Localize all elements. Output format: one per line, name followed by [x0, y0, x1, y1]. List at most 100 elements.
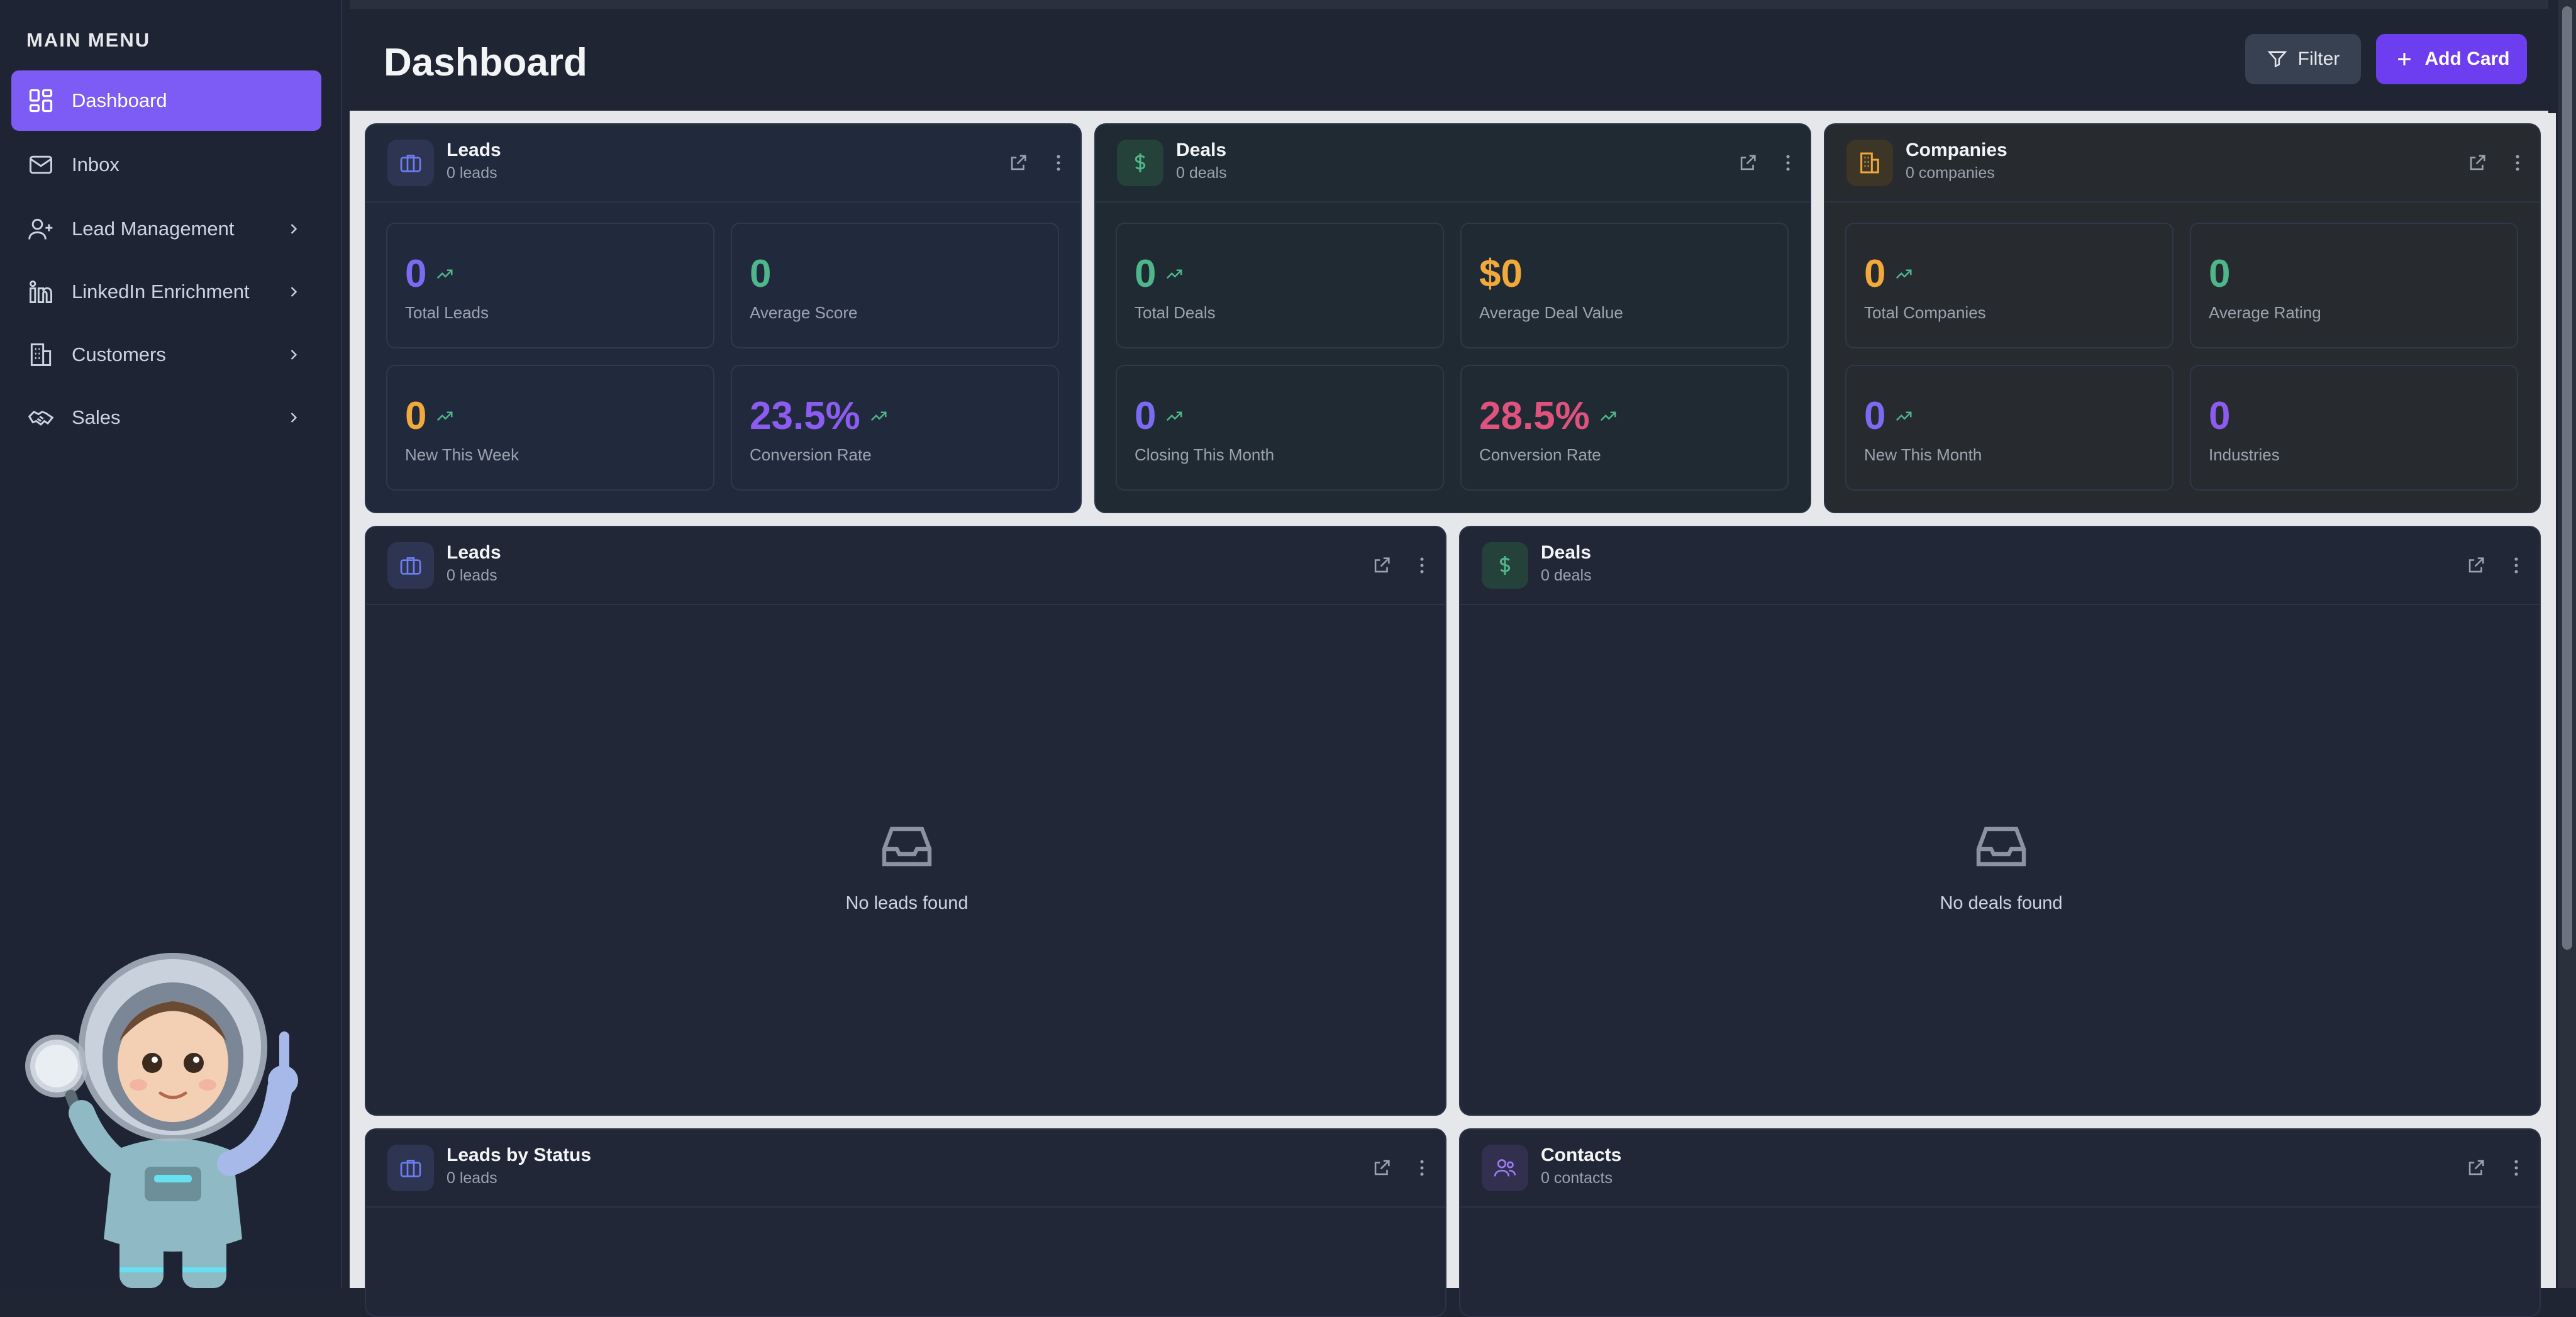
stat-value: 0 — [1864, 252, 1886, 296]
page-header: Dashboard Filter Add Card — [350, 0, 2548, 113]
chevron-right-icon — [291, 413, 297, 423]
card-subtitle: 0 leads — [447, 1169, 497, 1187]
stat-value: $0 — [1479, 252, 1523, 296]
sidebar-item-lead-management[interactable]: Lead Management — [11, 199, 321, 259]
card-subtitle: 0 leads — [447, 567, 497, 584]
filter-icon — [2267, 51, 2287, 68]
sidebar-item-label: Lead Management — [72, 218, 235, 240]
more-vertical-icon[interactable] — [1411, 1157, 1433, 1179]
more-vertical-icon[interactable] — [1048, 152, 1069, 174]
stat-label: Conversion Rate — [1479, 445, 1601, 464]
stat-average-deal-value: $0 Average Deal Value — [1460, 223, 1789, 348]
stat-label: Average Rating — [2209, 303, 2321, 322]
chevron-right-icon — [291, 287, 297, 297]
dollar-icon — [1117, 140, 1163, 186]
external-link-icon[interactable] — [2467, 152, 2488, 174]
trending-up-icon — [1167, 269, 1182, 279]
deals-stats-card: Deals 0 deals 0 Total Deals $0 Average D… — [1094, 123, 1811, 513]
card-subtitle: 0 companies — [1906, 164, 1995, 182]
more-vertical-icon[interactable] — [2507, 152, 2528, 174]
card-header: Deals 0 deals — [1460, 527, 2540, 605]
stat-value: 0 — [750, 252, 772, 296]
card-title: Deals — [1541, 542, 1592, 563]
card-title: Leads by Status — [447, 1145, 592, 1165]
trending-up-icon — [1600, 411, 1616, 421]
card-subtitle: 0 contacts — [1541, 1169, 1613, 1187]
card-header: Deals 0 deals — [1096, 125, 1810, 203]
sidebar-item-inbox[interactable]: Inbox — [11, 135, 321, 195]
briefcase-icon — [387, 140, 434, 186]
companies-stats-card: Companies 0 companies 0 Total Companies … — [1824, 123, 2541, 513]
empty-state-text: No leads found — [845, 893, 969, 913]
stat-closing-this-month: 0 Closing This Month — [1116, 365, 1444, 491]
sidebar-item-dashboard[interactable]: Dashboard — [11, 70, 321, 131]
main-menu-title: MAIN MENU — [26, 29, 151, 51]
more-vertical-icon[interactable] — [1411, 555, 1433, 576]
card-subtitle: 0 deals — [1176, 164, 1227, 182]
trending-up-icon — [870, 411, 887, 421]
leads-list-card: Leads 0 leads No leads found — [365, 526, 1446, 1116]
deals-list-card: Deals 0 deals No deals found — [1459, 526, 2541, 1116]
users-icon — [1482, 1145, 1528, 1191]
card-header: Leads 0 leads — [366, 125, 1080, 203]
dashboard-grid: Leads 0 leads 0 Total Leads 0 Average Sc… — [350, 113, 2556, 1317]
leads-by-status-card: Leads by Status 0 leads — [365, 1128, 1446, 1317]
mail-icon — [26, 150, 55, 179]
building-icon — [1846, 140, 1893, 186]
briefcase-icon — [387, 1145, 434, 1191]
sidebar-item-label: Inbox — [72, 153, 119, 175]
filter-button[interactable]: Filter — [2245, 34, 2361, 84]
external-link-icon[interactable] — [1371, 1157, 1392, 1179]
trending-up-icon — [1896, 269, 1912, 279]
stat-total-deals: 0 Total Deals — [1116, 223, 1444, 348]
contacts-card: Contacts 0 contacts — [1459, 1128, 2541, 1317]
add-card-button[interactable]: Add Card — [2376, 34, 2527, 84]
astronaut-mascot-illustration — [25, 953, 298, 1288]
card-title: Leads — [447, 542, 501, 563]
sidebar-item-label: Sales — [72, 406, 121, 428]
sidebar-item-customers[interactable]: Customers — [11, 325, 321, 385]
stat-value: 0 — [1864, 394, 1886, 438]
trending-up-icon — [437, 411, 453, 421]
chevron-right-icon — [291, 224, 297, 234]
plus-icon — [2397, 53, 2411, 65]
stat-new-this-month: 0 New This Month — [1845, 365, 2174, 491]
card-subtitle: 0 deals — [1541, 567, 1592, 584]
empty-state-text: No deals found — [1940, 893, 2063, 913]
stat-label: New This Month — [1864, 445, 1982, 464]
stat-total-companies: 0 Total Companies — [1845, 223, 2174, 348]
sidebar-item-linkedin-enrichment[interactable]: LinkedIn Enrichment — [11, 262, 321, 322]
stat-value: 23.5% — [750, 394, 860, 438]
stat-conversion-rate: 23.5% Conversion Rate — [731, 365, 1059, 491]
more-vertical-icon[interactable] — [2506, 1157, 2527, 1179]
stat-label: Total Leads — [405, 303, 489, 322]
stat-value: 0 — [405, 394, 427, 438]
sidebar: MAIN MENU Dashboard Inbox Lead Managemen… — [0, 0, 342, 1288]
card-title: Leads — [447, 140, 501, 160]
external-link-icon[interactable] — [1371, 555, 1392, 576]
chevron-right-icon — [291, 350, 297, 360]
stat-value: 0 — [2209, 252, 2231, 296]
external-link-icon[interactable] — [2465, 1157, 2487, 1179]
stat-value: 0 — [1135, 394, 1157, 438]
stat-label: Total Deals — [1135, 303, 1216, 322]
stat-label: Conversion Rate — [750, 445, 872, 464]
briefcase-icon — [387, 542, 434, 589]
sidebar-item-sales[interactable]: Sales — [11, 387, 321, 448]
more-vertical-icon[interactable] — [1777, 152, 1799, 174]
add-card-label: Add Card — [2424, 48, 2510, 69]
external-link-icon[interactable] — [2465, 555, 2487, 576]
more-vertical-icon[interactable] — [2506, 555, 2527, 576]
trending-up-icon — [437, 269, 453, 279]
stat-average-score: 0 Average Score — [731, 223, 1059, 348]
card-header: Contacts 0 contacts — [1460, 1130, 2540, 1208]
page-title: Dashboard — [384, 41, 587, 84]
external-link-icon[interactable] — [1008, 152, 1029, 174]
scrollbar-track[interactable] — [2558, 0, 2576, 1288]
stat-new-this-week: 0 New This Week — [386, 365, 714, 491]
stat-average-rating: 0 Average Rating — [2190, 223, 2518, 348]
external-link-icon[interactable] — [1737, 152, 1758, 174]
leads-stats-card: Leads 0 leads 0 Total Leads 0 Average Sc… — [365, 123, 1082, 513]
scrollbar-thumb[interactable] — [2562, 6, 2572, 950]
card-header: Leads by Status 0 leads — [366, 1130, 1445, 1208]
